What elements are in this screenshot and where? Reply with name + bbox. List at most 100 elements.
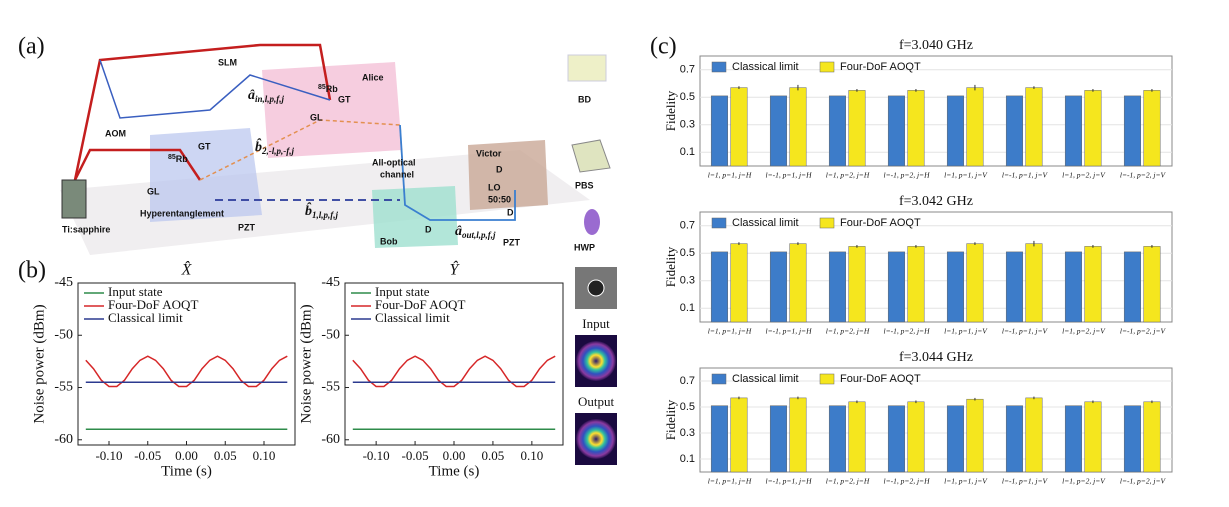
x-tick-label: -0.10 [95,448,122,463]
diagram-label: Bob [380,236,398,246]
x-tick-label: l=-1, p=1, j=V [1002,477,1049,486]
x-tick-label: l=1, p=2, j=V [1062,327,1106,336]
bar [710,95,728,167]
legend-label: Classical limit [732,61,799,73]
x-tick-label: l=-1, p=2, j=H [883,327,930,336]
x-tick-label: l=1, p=1, j=H [708,477,752,486]
bar [1005,405,1023,473]
y-tick-label: 0.5 [680,247,695,259]
x-tick-label: 0.00 [175,448,198,463]
x-tick-label: l=-1, p=1, j=H [765,327,812,336]
bar [907,401,925,473]
chart-title: f=3.040 GHz [899,38,973,53]
bar [710,405,728,473]
diagram-label: D [496,164,503,174]
source-region [150,128,262,222]
bar [907,246,925,323]
y-tick-label: -60 [321,432,340,447]
y-tick-label: 0.7 [680,375,695,387]
diagram-label: Hyperentanglement [140,208,224,218]
diagram-label: LO [488,182,501,192]
laser-box [61,179,87,219]
y-tick-label: 0.1 [680,146,695,158]
mode-label: âout,l,p,f,j [455,224,496,240]
diagram-label: Ti:sapphire [62,224,110,234]
bar [848,401,866,473]
alice-region [262,62,402,158]
y-axis-label: Fidelity [663,246,678,287]
diagram-label: D [507,207,514,217]
y-tick-label: 0.1 [680,302,695,314]
legend-swatch [711,61,727,73]
bar [887,405,905,473]
diagram-label: 50:50 [488,194,511,204]
inset-label: Input [582,316,610,331]
bar [1064,95,1082,167]
legend-label: Classical limit [732,373,799,385]
probe-beam [99,59,331,119]
diagram-label: channel [380,169,414,179]
bar [1084,90,1102,167]
element: Rb [176,154,188,164]
bar [789,397,807,473]
output-beam-profile [576,419,616,459]
x-tick-label: l=-1, p=2, j=H [883,171,930,180]
diagram-label: 85Rb [318,84,338,95]
diagram-label: AOM [105,128,126,138]
plot-frame [699,55,1173,167]
x-axis-label: Time (s) [429,463,480,479]
bob-region [372,186,458,248]
diagram-label: PZT [238,222,256,232]
diagram-label: PBS [575,180,594,190]
bar [730,243,748,323]
bar [730,87,748,167]
bar [1025,87,1043,167]
bar [1123,251,1141,323]
legend-label: Input state [375,284,430,299]
bar [887,95,905,167]
panel-label: (a) [18,34,45,60]
y-tick-label: -55 [54,380,73,395]
y-axis-label: Noise power (dBm) [298,304,314,423]
bar [769,405,787,473]
legend-label: Four-DoF AOQT [108,297,198,312]
mode-base: â [248,88,255,103]
bar [946,251,964,323]
bar [1005,251,1023,323]
x-tick-label: l=1, p=1, j=H [708,327,752,336]
x-tick-label: l=1, p=1, j=V [944,171,988,180]
series-line [85,355,288,388]
x-tick-label: l=-1, p=2, j=V [1120,171,1167,180]
diagram-label: Alice [362,72,384,82]
bar [710,251,728,323]
legend-swatch [711,373,727,385]
bar [1025,243,1043,323]
isotope: 85 [168,154,176,161]
output-beam [399,124,516,221]
pump-beam [73,43,332,181]
diagram-label: GT [338,94,351,104]
bar [946,405,964,473]
legend-label: Classical limit [375,310,450,325]
legend-label: Four-DoF AOQT [840,217,921,229]
chart-title: X̂ [181,260,193,279]
plot-frame [699,211,1173,323]
x-tick-label: l=1, p=2, j=H [826,327,870,336]
legend-label: Input state [108,284,163,299]
diagram-label: D [425,224,432,234]
bar [730,397,748,473]
y-tick-label: 0.1 [680,453,695,465]
y-axis-label: Noise power (dBm) [31,304,47,423]
y-tick-label: -50 [54,327,73,342]
x-tick-label: l=-1, p=1, j=V [1002,171,1049,180]
bar [769,251,787,323]
x-tick-label: -0.10 [363,448,390,463]
legend-swatch [819,373,835,385]
x-tick-label: l=1, p=2, j=H [826,171,870,180]
bar [1123,405,1141,473]
mode-label: b̂1,l,p,f,j [305,201,338,220]
diagram-label: 85Rb [168,154,188,165]
bar [966,87,984,167]
mode-sub: 1,l,p,f,j [312,210,338,220]
